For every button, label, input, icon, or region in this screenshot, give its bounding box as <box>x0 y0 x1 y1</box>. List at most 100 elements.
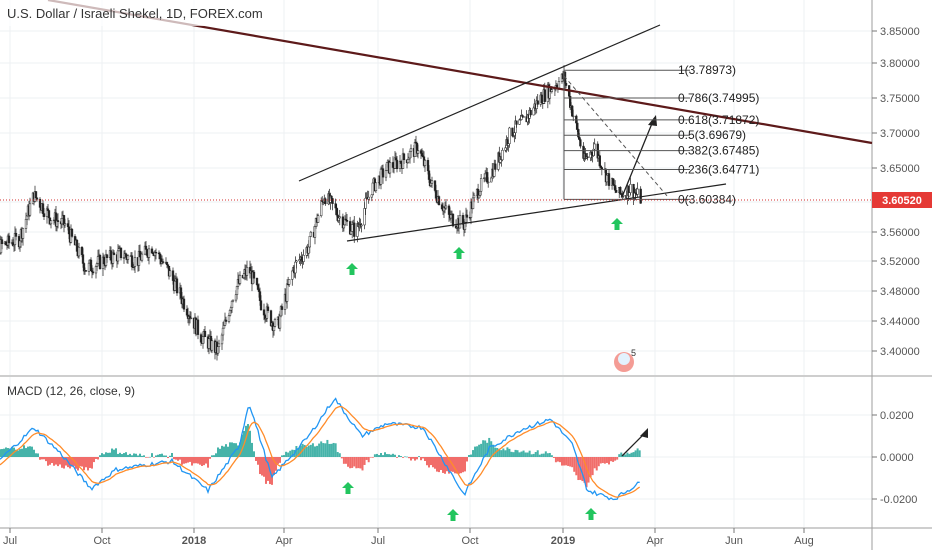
macd-histogram-bar <box>201 457 203 466</box>
macd-histogram-bar <box>41 457 43 460</box>
macd-histogram-bar <box>520 451 523 457</box>
macd-histogram-bar <box>89 457 91 468</box>
candle-body <box>272 326 276 331</box>
candle-body <box>385 162 389 171</box>
fib-level-label: 0.5(3.69679) <box>678 128 746 142</box>
macd-histogram-bar <box>426 457 428 466</box>
candle-body <box>407 157 411 160</box>
macd-histogram-bar <box>466 457 468 462</box>
macd-histogram-bar <box>123 453 125 457</box>
candle-body <box>98 254 102 270</box>
candle-body <box>262 309 266 316</box>
candle-body <box>522 116 525 118</box>
macd-histogram-bar <box>181 457 183 465</box>
candle-body <box>349 231 353 235</box>
time-axis: Jul Oct 2018 Apr Jul Oct 2019 Apr Jun Aug <box>3 528 814 547</box>
macd-histogram-bar <box>361 457 364 471</box>
candle-body <box>60 218 64 225</box>
macd-histogram-bar <box>43 457 45 460</box>
macd-histogram-bar <box>163 455 165 457</box>
macd-projection-arrow-head <box>640 428 648 438</box>
macd-histogram-bar <box>351 457 354 468</box>
candle-body <box>81 254 85 264</box>
channel-lower-line[interactable] <box>346 183 727 242</box>
candle-body <box>576 122 579 130</box>
macd-histogram-bar <box>183 457 185 464</box>
candle-body <box>133 257 137 267</box>
candle-body <box>335 207 338 216</box>
candle-body <box>337 217 340 221</box>
macd-histogram-bar <box>15 449 17 457</box>
macd-histogram-bar <box>283 455 285 457</box>
candle-body <box>295 260 298 263</box>
candle-body <box>288 279 291 285</box>
candle-body <box>316 215 320 223</box>
macd-histogram-bar <box>71 457 73 467</box>
macd-histogram-bar <box>215 453 217 457</box>
macd-histogram-bar <box>217 447 219 457</box>
macd-histogram-bar <box>460 457 462 474</box>
time-tick-label: Jul <box>371 535 385 547</box>
projection-arrow-line[interactable] <box>621 120 654 198</box>
macd-histogram-bar <box>33 449 35 457</box>
macd-histogram-bar <box>630 452 633 457</box>
candle-body <box>102 256 106 265</box>
macd-histogram-bar <box>563 457 566 466</box>
macd-histogram-bar <box>342 457 345 464</box>
macd-histogram-bar <box>27 446 29 457</box>
macd-histogram-bar <box>450 457 452 472</box>
candle-body <box>87 262 91 272</box>
macd-histogram-bar <box>589 457 592 478</box>
macd-histogram-bar <box>17 450 19 457</box>
macd-histogram-bar <box>530 454 533 457</box>
candle-body <box>427 170 431 180</box>
macd-histogram-bar <box>380 453 382 457</box>
retracement-dashed-line[interactable] <box>563 75 669 198</box>
macd-histogram-bar <box>37 453 39 457</box>
macd-histogram-bar <box>161 453 163 457</box>
macd-histogram-bar <box>384 452 386 457</box>
candle-body <box>210 340 214 351</box>
macd-histogram-bar <box>307 445 310 457</box>
macd-histogram-bar <box>65 457 67 466</box>
macd-histogram-bar <box>7 448 9 457</box>
title-backdrop <box>0 0 280 26</box>
candle-body <box>273 319 277 327</box>
candle-body <box>388 162 392 174</box>
candle-body <box>363 208 366 226</box>
macd-histogram-bar <box>603 457 606 464</box>
grid <box>0 0 872 527</box>
macd-histogram-bar <box>289 450 292 457</box>
macd-title[interactable]: MACD (12, 26, close, 9) <box>7 384 135 398</box>
macd-histogram-bar <box>534 452 537 457</box>
macd-histogram-bar <box>219 448 221 457</box>
candle-body <box>590 151 593 155</box>
candle-body <box>477 195 481 199</box>
candle-body <box>420 153 424 156</box>
macd-histogram-bar <box>107 452 109 457</box>
candle-body <box>234 294 238 301</box>
candle-body <box>49 220 53 225</box>
fibonacci-retracement[interactable]: 1(3.78973)0.786(3.74995)0.618(3.71872)0.… <box>563 63 759 206</box>
macd-histogram-bar <box>510 451 513 457</box>
macd-histogram-bar <box>618 454 621 457</box>
macd-tick-label: -0.0200 <box>880 494 917 506</box>
last-price-text: 3.60520 <box>882 195 922 207</box>
green-up-arrows <box>342 218 623 521</box>
macd-histogram-bar <box>193 457 195 464</box>
candle-body <box>416 150 420 154</box>
macd-histogram-bar <box>369 457 372 458</box>
macd-histogram-bar <box>569 457 572 467</box>
candle-body <box>487 181 490 184</box>
channel-upper-line[interactable] <box>298 24 661 182</box>
macd-histogram-bar <box>57 457 59 467</box>
candle-body <box>0 239 4 245</box>
macd-histogram-bar <box>277 457 279 464</box>
candle-body <box>230 300 234 308</box>
macd-histogram-bar <box>347 457 350 467</box>
candle-body <box>168 270 172 277</box>
macd-histogram-bar <box>363 457 366 465</box>
macd-histogram-bar <box>514 449 517 457</box>
candle-body <box>144 245 148 250</box>
